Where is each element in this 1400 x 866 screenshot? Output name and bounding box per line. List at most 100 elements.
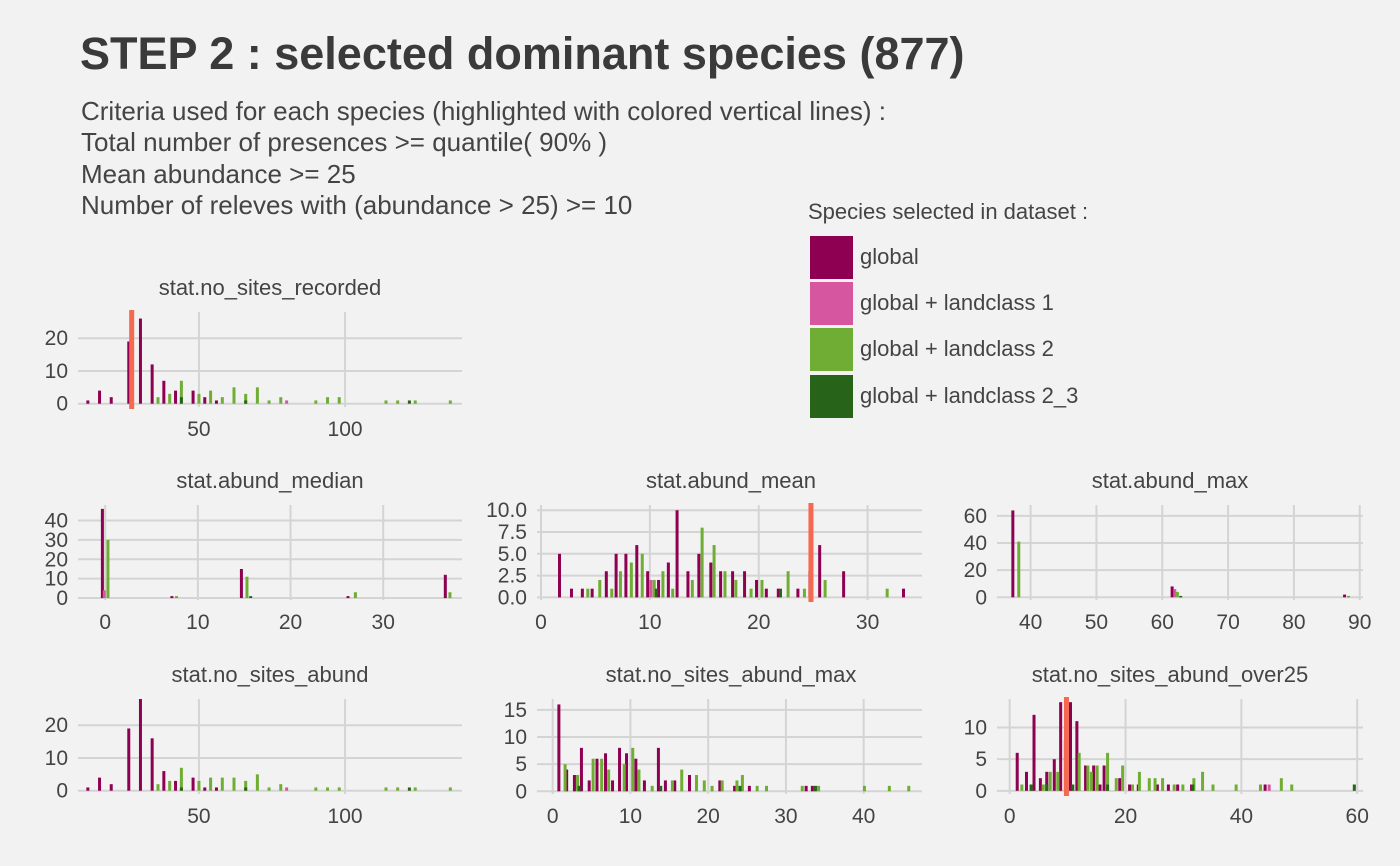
histogram-bar: [738, 785, 742, 792]
x-tick-label: 30: [856, 611, 879, 634]
chart-panel: stat.no_sites_abund_over25 0 20 40 60 0 5 10: [964, 662, 1369, 828]
x-tick-label: 30: [774, 805, 797, 828]
histogram-bar: [1071, 784, 1075, 791]
histogram-bar: [565, 769, 569, 792]
histogram-bar: [413, 787, 417, 791]
histogram-bar: [702, 780, 706, 792]
histogram-bar: [285, 400, 289, 404]
histogram-bar: [1114, 778, 1118, 791]
histogram-bar: [580, 588, 584, 598]
y-tick-label: 5: [515, 753, 527, 776]
histogram-bar: [102, 590, 106, 599]
histogram-bar: [634, 758, 638, 792]
x-tick-label: 50: [187, 805, 210, 828]
histogram-bar: [1098, 784, 1102, 791]
histogram-bar: [607, 769, 611, 792]
histogram-bar: [579, 747, 583, 792]
histogram-bar: [635, 545, 639, 598]
histogram-bar: [663, 780, 667, 792]
x-tick-label: 40: [1230, 805, 1253, 828]
legend-label: global + landclass 1: [860, 290, 1054, 315]
y-tick-label: 40: [45, 510, 68, 533]
histogram-bar: [719, 571, 723, 598]
histogram-bar: [255, 387, 259, 404]
histogram-bar: [191, 777, 195, 791]
histogram-bar: [800, 785, 804, 792]
histogram-bar: [734, 579, 738, 598]
histogram-bar: [755, 579, 759, 598]
histogram-bar: [326, 787, 330, 791]
x-tick-label: 60: [1346, 805, 1369, 828]
histogram-bar: [179, 767, 183, 791]
histogram-bar: [618, 747, 622, 792]
histogram-bar: [150, 364, 154, 404]
panel-title: stat.no_sites_abund: [172, 662, 369, 687]
histogram-bar: [244, 400, 248, 404]
histogram-bar: [249, 596, 253, 599]
y-tick-label: 5: [975, 748, 987, 771]
histogram-bar: [396, 787, 400, 791]
histogram-bar: [1029, 784, 1033, 791]
y-tick-label: 15: [504, 699, 527, 722]
histogram-bar: [688, 775, 692, 792]
histogram-bar: [138, 699, 142, 791]
chart-panel: stat.no_sites_abund 50 100 0 10 20: [45, 662, 462, 828]
histogram-bar: [712, 545, 716, 598]
y-tick-label: 5.0: [498, 543, 527, 566]
threshold-line: [808, 503, 814, 602]
y-tick-label: 0: [515, 780, 527, 803]
histogram-bar: [1137, 771, 1141, 791]
histogram-bar: [747, 785, 751, 792]
histogram-bar: [1106, 752, 1110, 791]
histogram-bar: [279, 784, 283, 791]
histogram-bar: [1170, 586, 1174, 598]
panel-title: stat.no_sites_recorded: [159, 275, 382, 300]
histogram-bar: [659, 785, 663, 792]
histogram-bar: [810, 785, 814, 792]
histogram-bar: [407, 787, 411, 791]
histogram-bar: [817, 785, 821, 792]
histogram-bar: [572, 775, 576, 792]
histogram-bar: [1234, 784, 1238, 791]
histogram-bar: [1015, 752, 1019, 791]
histogram-bar: [595, 758, 599, 792]
histogram-bar: [604, 571, 608, 598]
histogram-bar: [760, 579, 764, 598]
histogram-bar: [337, 787, 341, 791]
histogram-bar: [1102, 765, 1106, 791]
histogram-bar: [1086, 765, 1090, 791]
histogram-bar: [1118, 778, 1122, 791]
histogram-bar: [598, 579, 602, 598]
panel-title: stat.abund_mean: [646, 468, 816, 493]
y-tick-label: 0: [975, 586, 987, 609]
histogram-bar: [577, 785, 581, 792]
histogram-bar: [396, 400, 400, 404]
histogram-bar: [624, 553, 628, 598]
histogram-bar: [109, 397, 113, 404]
histogram-bar: [1161, 778, 1165, 791]
x-tick-label: 20: [279, 611, 302, 634]
panel-title: stat.abund_median: [176, 468, 363, 493]
x-tick-label: 70: [1216, 611, 1239, 634]
histogram-bar: [646, 571, 650, 598]
histogram-bar: [690, 579, 694, 598]
histogram-bar: [384, 787, 388, 791]
histogram-bar: [1075, 721, 1079, 791]
y-tick-label: 0: [56, 393, 68, 416]
legend-key: [810, 375, 853, 418]
histogram-bar: [695, 775, 699, 792]
histogram-bar: [220, 397, 224, 404]
histogram-bar: [384, 400, 388, 404]
histogram-bar: [650, 785, 654, 792]
histogram-bar: [232, 777, 236, 791]
y-tick-label: 10: [504, 726, 527, 749]
histogram-bar: [244, 787, 248, 791]
histogram-bar: [907, 785, 911, 792]
histogram-bar: [611, 780, 615, 792]
histogram-bar: [697, 553, 701, 598]
histogram-bar: [656, 747, 660, 792]
histogram-bar: [1147, 778, 1151, 791]
histogram-bar: [625, 753, 629, 792]
histogram-bar: [1011, 510, 1015, 598]
